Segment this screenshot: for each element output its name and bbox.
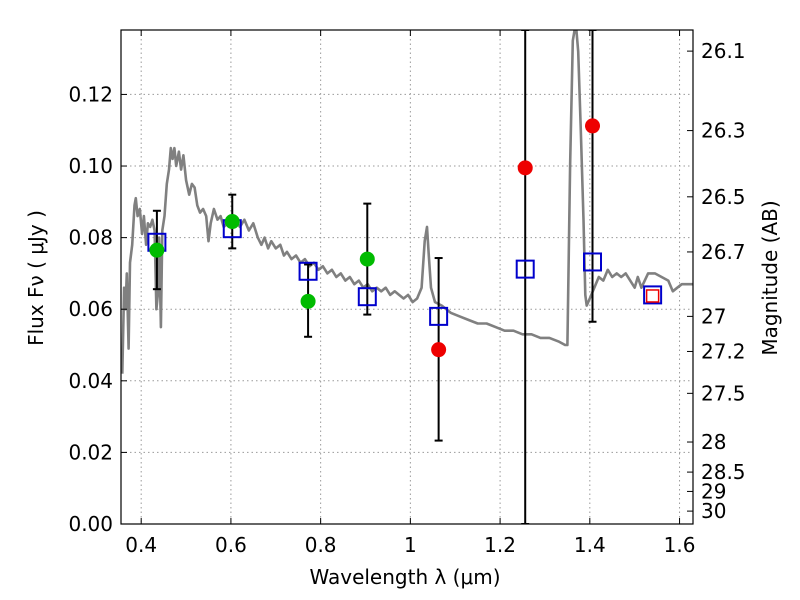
y-tick-label: 0.12: [68, 82, 113, 106]
model-spectrum-line: [121, 30, 693, 374]
x-tick-label: 1.2: [484, 533, 516, 557]
x-tick-label: 1.4: [574, 533, 606, 557]
y2-tick-label: 26.3: [701, 119, 746, 143]
model-photometry-box: [429, 306, 449, 326]
y-tick-label: 0.06: [68, 297, 113, 321]
y-axis-label: Flux Fν ( μJy ): [24, 210, 48, 346]
y2-tick-label: 26.5: [701, 185, 746, 209]
y2-axis-label: Magnitude (AB): [758, 200, 782, 355]
detection-point: [224, 214, 240, 230]
y2-tick-label: 26.1: [701, 39, 746, 63]
y-tick-label: 0.10: [68, 154, 113, 178]
plot-area: [121, 30, 693, 524]
detection-point: [300, 293, 316, 309]
x-tick-label: 0.6: [215, 533, 247, 557]
upper-limit-box: [645, 289, 660, 303]
y-tick-label: 0.08: [68, 226, 113, 250]
y2-tick-label: 27.5: [701, 381, 746, 405]
nondetection-point: [431, 342, 447, 358]
y2-tick-label: 29: [701, 479, 726, 503]
y-tick-label: 0.04: [68, 369, 113, 393]
x-tick-label: 0.8: [305, 533, 337, 557]
nondetection-point: [517, 160, 533, 176]
x-tick-label: 1: [404, 533, 417, 557]
model-photometry-box: [298, 261, 318, 281]
grid-lines: [121, 30, 693, 525]
y2-tick-label: 30: [701, 499, 726, 523]
data-group: [121, 30, 693, 524]
model-photometry-box: [583, 252, 603, 272]
y2-tick-label: 27.2: [701, 339, 746, 363]
y2-tick-label: 26.7: [701, 240, 746, 264]
model-photometry-box: [515, 259, 535, 279]
x-axis-label: Wavelength λ (μm): [309, 565, 500, 589]
x-tick-label: 1.6: [664, 533, 696, 557]
y-tick-label: 0.00: [68, 512, 113, 536]
y2-tick-label: 28: [701, 430, 726, 454]
y-tick-label: 0.02: [68, 440, 113, 464]
y2-tick-label: 28.5: [701, 460, 746, 484]
axis-ticks: 0.4 0.6 0.8 1 1.2 1.4 1.6 0.00 0.02 0.04 0.06 0.08 0…: [68, 30, 746, 557]
nondetection-point: [585, 118, 601, 134]
model-photometry-box: [643, 285, 663, 305]
x-tick-label: 0.4: [125, 533, 157, 557]
detection-point: [359, 251, 375, 267]
axes-frame: [120, 29, 694, 525]
detection-point: [149, 242, 165, 258]
y2-tick-label: 27: [701, 304, 726, 328]
model-photometry-box: [357, 287, 377, 307]
